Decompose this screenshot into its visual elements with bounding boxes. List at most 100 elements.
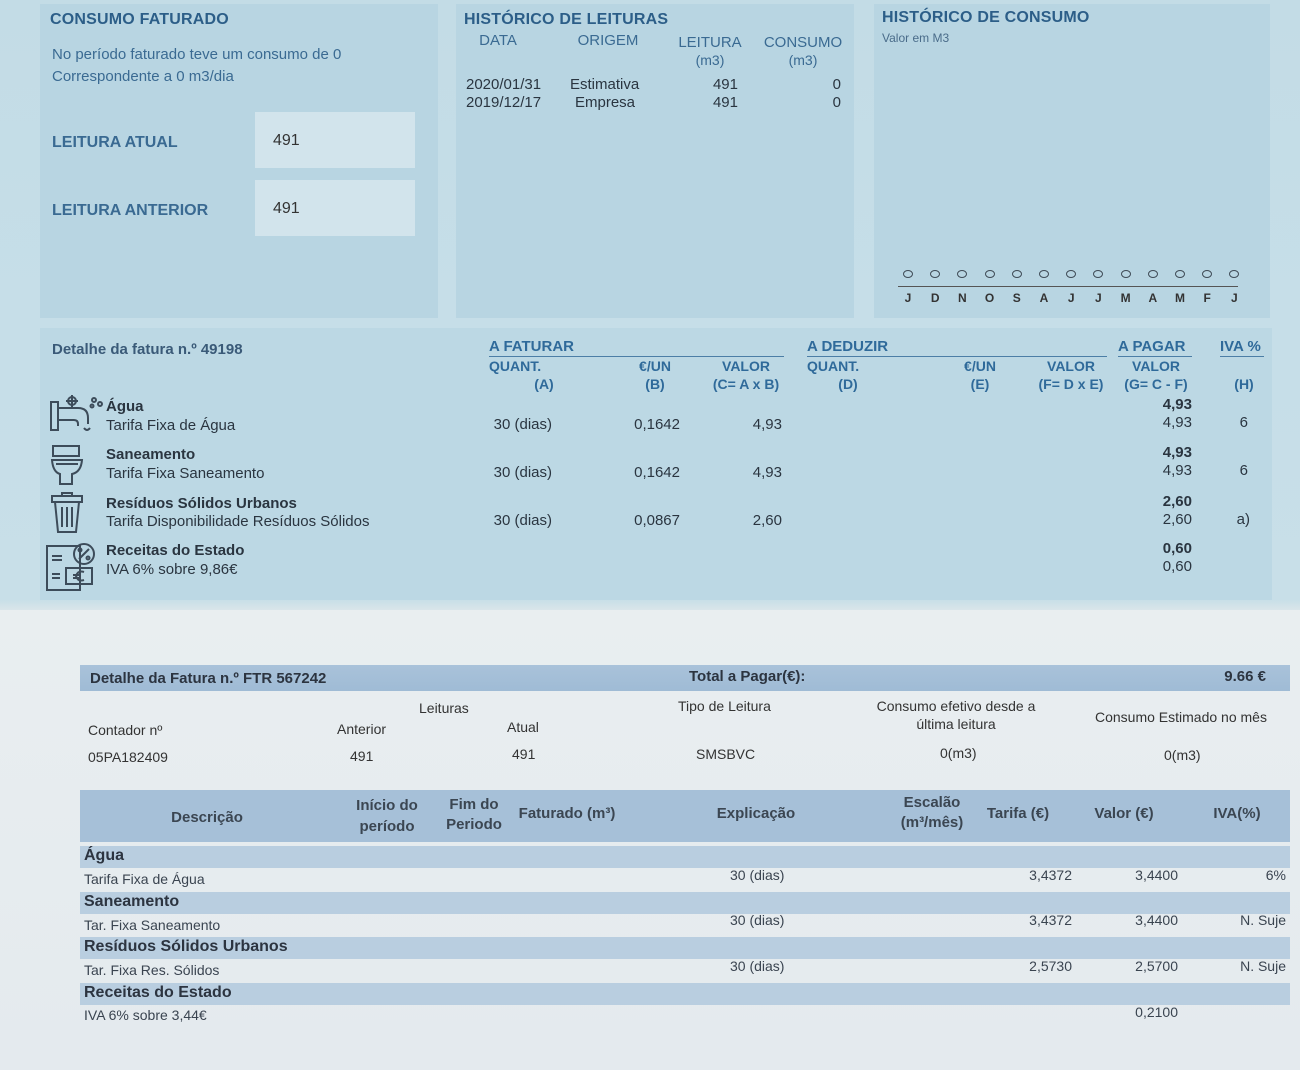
- th-escalao-2: (m³/mês): [900, 814, 964, 831]
- chart-month-label: F: [1203, 291, 1211, 305]
- row-iva: N. Suje: [1240, 958, 1286, 974]
- ftr-title: Detalhe da Fatura n.º FTR 567242: [90, 670, 327, 687]
- chart-month-label: A: [1148, 291, 1158, 305]
- anterior-value: 491: [350, 748, 374, 764]
- row-desc: Tarifa Fixa de Água: [84, 871, 205, 887]
- consumo-faturado-title: CONSUMO FATURADO: [50, 11, 229, 28]
- contador-value: 05PA182409: [88, 749, 168, 765]
- consumo-faturado-panel: CONSUMO FATURADO No período faturado tev…: [40, 4, 438, 318]
- leitura-row-date: 2020/01/31: [466, 76, 542, 93]
- iva-heading: IVA %: [1220, 338, 1261, 355]
- group-label: Resíduos Sólidos Urbanos: [84, 938, 288, 955]
- header-quant-a-sub: (A): [534, 376, 554, 392]
- iva-residuos: a): [1236, 511, 1250, 528]
- col-leitura-unit: (m3): [695, 52, 725, 68]
- eur-saneamento: 0,1642: [634, 464, 680, 481]
- total-agua: 4,93: [1162, 396, 1192, 413]
- group-label: Saneamento: [84, 893, 180, 910]
- leitura-anterior-label: LEITURA ANTERIOR: [52, 202, 209, 219]
- chart-month-label: D: [930, 291, 940, 305]
- header-valor-g: VALOR: [1132, 358, 1180, 374]
- leitura-row-leitura: 491: [712, 94, 738, 111]
- header-valor-g-sub: (G= C - F): [1124, 376, 1188, 392]
- divider: [807, 356, 1107, 357]
- valor-residuos: 2,60: [752, 512, 782, 529]
- pagar-saneamento: 4,93: [1162, 462, 1192, 479]
- historico-leituras-panel: HISTÓRICO DE LEITURAS DATA ORIGEM LEITUR…: [456, 4, 854, 318]
- row-explicacao: 30 (dias): [730, 912, 785, 928]
- chart-month-label: S: [1012, 291, 1021, 305]
- leitura-row-consumo: 0: [832, 76, 841, 93]
- row-valor: 3,4400: [1135, 912, 1178, 928]
- header-eur-b-sub: (B): [645, 376, 665, 392]
- consumo-estimado-label: Consumo Estimado no mês: [1095, 709, 1267, 725]
- chart-point: [1202, 270, 1213, 278]
- chart-month-label: J: [1067, 291, 1075, 305]
- leituras-label: Leituras: [419, 700, 469, 716]
- quant-agua: 30 (dias): [493, 416, 552, 433]
- group-label: Receitas do Estado: [84, 984, 232, 1001]
- consumo-estimado-value: 0(m3): [1164, 747, 1201, 763]
- header-quant-d: QUANT.: [807, 358, 860, 374]
- chart-point: [957, 270, 968, 278]
- total-residuos: 2,60: [1162, 493, 1192, 510]
- chart-month-label: J: [904, 291, 912, 305]
- col-data: DATA: [479, 32, 517, 49]
- a-deduzir-heading: A DEDUZIR: [807, 338, 889, 355]
- chart-point: [1093, 270, 1104, 278]
- row-desc: Tar. Fixa Saneamento: [84, 917, 221, 933]
- header-valor-c-sub: (C= A x B): [712, 376, 780, 392]
- th-fim-2: Periodo: [446, 816, 502, 833]
- item-name-saneamento: Saneamento: [106, 446, 196, 463]
- item-desc-saneamento: Tarifa Fixa Saneamento: [106, 465, 265, 482]
- row-explicacao: 30 (dias): [730, 958, 785, 974]
- col-leitura: LEITURA: [678, 34, 742, 51]
- col-origem: ORIGEM: [577, 32, 639, 49]
- chart-point: [1039, 270, 1049, 278]
- row-iva: N. Suje: [1240, 912, 1286, 928]
- th-escalao-1: Escalão: [903, 794, 961, 811]
- th-explicacao: Explicação: [716, 805, 796, 822]
- iva-saneamento: 6: [1239, 462, 1248, 479]
- leitura-row-consumo: 0: [832, 94, 841, 111]
- leitura-atual-value: 491: [255, 112, 415, 168]
- th-inicio-2: período: [359, 818, 415, 835]
- row-tarifa: 3,4372: [1029, 912, 1072, 928]
- item-desc-residuos: Tarifa Disponibilidade Resíduos Sólidos: [106, 513, 370, 530]
- header-eur-e-sub: (E): [970, 376, 990, 392]
- consumo-efetivo-value: 0(m3): [940, 745, 977, 761]
- chart-month-label: O: [984, 291, 995, 305]
- anterior-label: Anterior: [337, 721, 387, 737]
- row-valor: 3,4400: [1135, 867, 1178, 883]
- chart-month-label: M: [1175, 291, 1185, 305]
- row-iva: 6%: [1265, 867, 1286, 883]
- th-faturado: Faturado (m³): [518, 805, 616, 822]
- historico-consumo-panel: HISTÓRICO DE CONSUMO Valor em M3 J D N O S A J…: [874, 4, 1270, 318]
- th-inicio-1: Início do: [356, 797, 418, 814]
- chart-month-label: N: [958, 291, 967, 305]
- historico-leituras-title: HISTÓRICO DE LEITURAS: [464, 11, 669, 28]
- header-h-sub: (H): [1234, 376, 1254, 392]
- leitura-anterior-value: 491: [255, 180, 415, 236]
- item-name-residuos: Resíduos Sólidos Urbanos: [106, 495, 297, 512]
- header-valor-c: VALOR: [722, 358, 770, 374]
- header-eur-b: €/UN: [639, 358, 671, 374]
- row-desc: IVA 6% sobre 3,44€: [84, 1007, 207, 1023]
- consumo-efetivo-label-2: última leitura: [916, 716, 996, 732]
- a-pagar-heading: A PAGAR: [1118, 338, 1186, 355]
- row-desc: Tar. Fixa Res. Sólidos: [84, 962, 220, 978]
- atual-value: 491: [512, 746, 536, 762]
- leitura-atual-label: LEITURA ATUAL: [52, 134, 178, 151]
- leitura-row-leitura: 491: [712, 76, 738, 93]
- faucet-icon: [50, 395, 103, 431]
- ftr-header-bar: [80, 665, 1290, 691]
- valor-saneamento: 4,93: [752, 464, 782, 481]
- item-desc-receitas: IVA 6% sobre 9,86€: [106, 561, 238, 578]
- valor-agua: 4,93: [752, 416, 782, 433]
- chart-point: [1120, 270, 1131, 278]
- trash-bin-icon: [51, 492, 83, 533]
- eur-agua: 0,1642: [634, 416, 680, 433]
- chart-point: [1175, 270, 1185, 278]
- row-tarifa: 2,5730: [1029, 958, 1072, 974]
- header-valor-f-sub: (F= D x E): [1038, 376, 1104, 392]
